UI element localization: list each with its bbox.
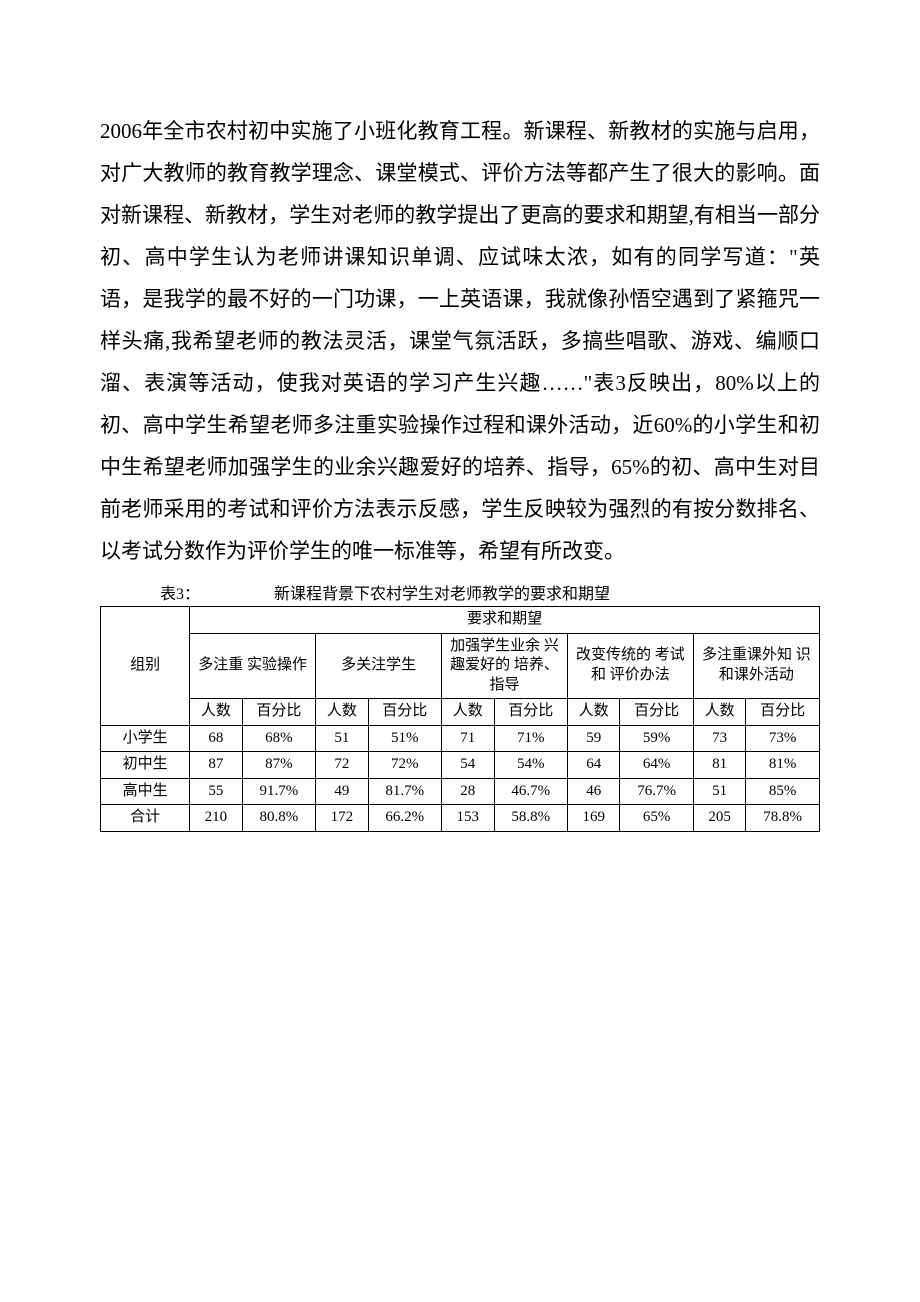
category-header: 加强学生业余 兴趣爱好的 培养、指导 (442, 633, 568, 699)
cell: 81% (746, 752, 820, 779)
cell: 172 (316, 805, 368, 832)
sub-header-pct: 百分比 (494, 699, 567, 726)
cell: 85% (746, 778, 820, 805)
cell: 64% (620, 752, 693, 779)
cell: 80.8% (242, 805, 315, 832)
cell: 59 (567, 725, 619, 752)
row-label: 小学生 (101, 725, 190, 752)
body-paragraph: 2006年全市农村初中实施了小班化教育工程。新课程、新教材的实施与启用，对广大教… (100, 110, 820, 572)
table-body: 小学生 68 68% 51 51% 71 71% 59 59% 73 73% 初… (101, 725, 820, 831)
table-head: 组别 要求和期望 多注重 实验操作 多关注学生 加强学生业余 兴趣爱好的 培养、… (101, 607, 820, 726)
cell: 54% (494, 752, 567, 779)
table-row: 多注重 实验操作 多关注学生 加强学生业余 兴趣爱好的 培养、指导 改变传统的 … (101, 633, 820, 699)
cell: 66.2% (368, 805, 441, 832)
sub-header-count: 人数 (693, 699, 745, 726)
cell: 51 (693, 778, 745, 805)
survey-table: 组别 要求和期望 多注重 实验操作 多关注学生 加强学生业余 兴趣爱好的 培养、… (100, 606, 820, 832)
cell: 51 (316, 725, 368, 752)
row-label: 初中生 (101, 752, 190, 779)
sub-header-pct: 百分比 (746, 699, 820, 726)
table-caption-title: 新课程背景下农村学生对老师教学的要求和期望 (274, 586, 610, 603)
cell: 210 (190, 805, 242, 832)
cell: 65% (620, 805, 693, 832)
cell: 205 (693, 805, 745, 832)
main-header: 要求和期望 (190, 607, 820, 634)
cell: 72% (368, 752, 441, 779)
table-row: 初中生 87 87% 72 72% 54 54% 64 64% 81 81% (101, 752, 820, 779)
cell: 71% (494, 725, 567, 752)
cell: 51% (368, 725, 441, 752)
sub-header-count: 人数 (442, 699, 494, 726)
cell: 64 (567, 752, 619, 779)
cell: 28 (442, 778, 494, 805)
row-label: 高中生 (101, 778, 190, 805)
table-row: 小学生 68 68% 51 51% 71 71% 59 59% 73 73% (101, 725, 820, 752)
sub-header-count: 人数 (190, 699, 242, 726)
cell: 46 (567, 778, 619, 805)
cell: 73 (693, 725, 745, 752)
sub-header-count: 人数 (316, 699, 368, 726)
cell: 58.8% (494, 805, 567, 832)
category-header: 多注重 实验操作 (190, 633, 316, 699)
cell: 76.7% (620, 778, 693, 805)
category-header: 多注重课外知 识和课外活动 (693, 633, 819, 699)
cell: 87% (242, 752, 315, 779)
table-row: 合计 210 80.8% 172 66.2% 153 58.8% 169 65%… (101, 805, 820, 832)
cell: 169 (567, 805, 619, 832)
row-label: 合计 (101, 805, 190, 832)
cell: 49 (316, 778, 368, 805)
cell: 68 (190, 725, 242, 752)
category-header: 改变传统的 考试和 评价办法 (567, 633, 693, 699)
sub-header-pct: 百分比 (368, 699, 441, 726)
cell: 71 (442, 725, 494, 752)
cell: 72 (316, 752, 368, 779)
table-caption: 表3： 新课程背景下农村学生对老师教学的要求和期望 (100, 580, 820, 604)
cell: 54 (442, 752, 494, 779)
table-row: 组别 要求和期望 (101, 607, 820, 634)
cell: 91.7% (242, 778, 315, 805)
cell: 81 (693, 752, 745, 779)
cell: 73% (746, 725, 820, 752)
cell: 81.7% (368, 778, 441, 805)
cell: 46.7% (494, 778, 567, 805)
table-row: 人数 百分比 人数 百分比 人数 百分比 人数 百分比 人数 百分比 (101, 699, 820, 726)
row-header: 组别 (101, 607, 190, 726)
cell: 55 (190, 778, 242, 805)
sub-header-pct: 百分比 (242, 699, 315, 726)
document-page: 2006年全市农村初中实施了小班化教育工程。新课程、新教材的实施与启用，对广大教… (0, 0, 920, 892)
cell: 87 (190, 752, 242, 779)
sub-header-pct: 百分比 (620, 699, 693, 726)
cell: 59% (620, 725, 693, 752)
sub-header-count: 人数 (567, 699, 619, 726)
cell: 153 (442, 805, 494, 832)
table-row: 高中生 55 91.7% 49 81.7% 28 46.7% 46 76.7% … (101, 778, 820, 805)
cell: 68% (242, 725, 315, 752)
table-caption-label: 表3： (160, 580, 200, 604)
cell: 78.8% (746, 805, 820, 832)
category-header: 多关注学生 (316, 633, 442, 699)
